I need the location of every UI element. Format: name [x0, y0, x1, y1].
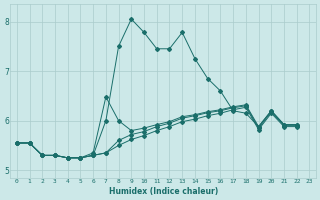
- X-axis label: Humidex (Indice chaleur): Humidex (Indice chaleur): [108, 187, 218, 196]
